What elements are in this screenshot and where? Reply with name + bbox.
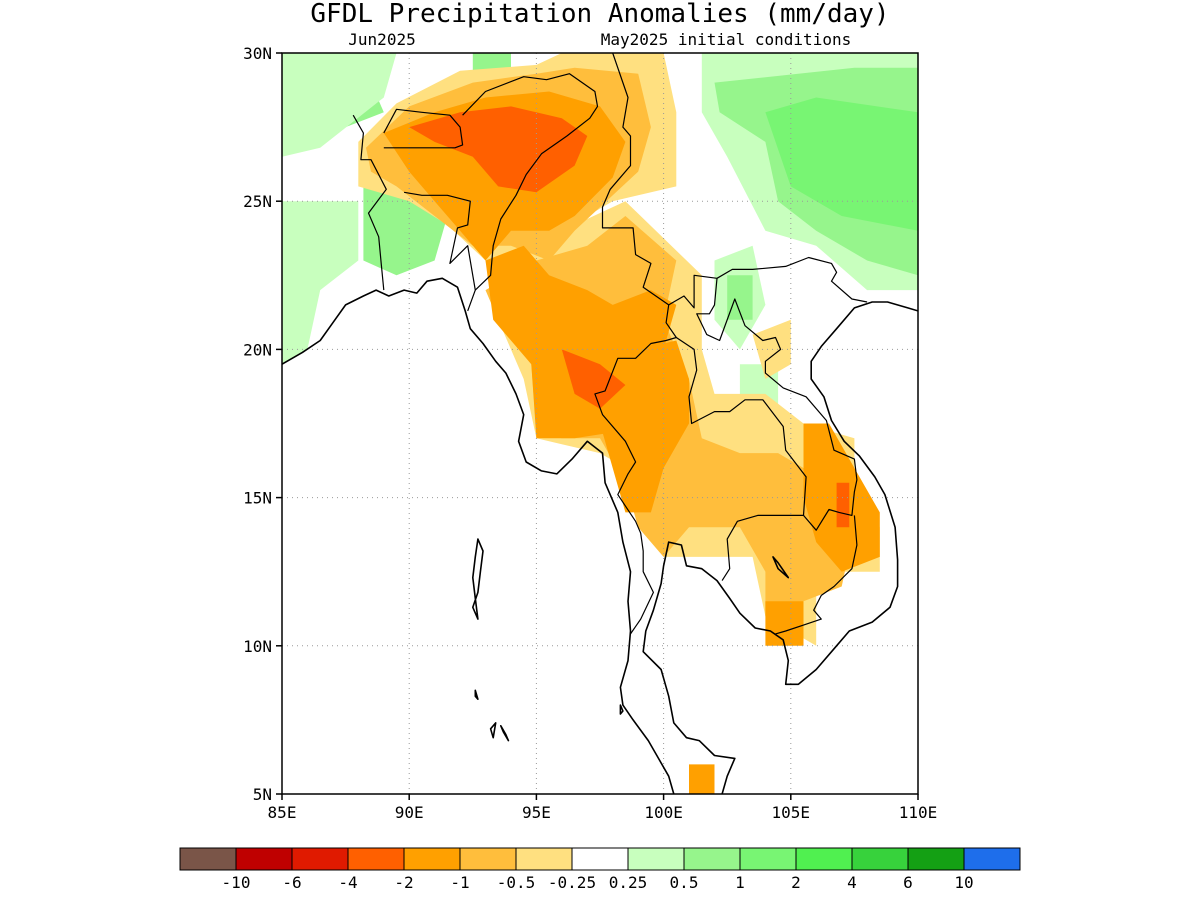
colorbar-label: -0.25 — [548, 873, 596, 892]
x-tick-label: 100E — [644, 803, 683, 822]
colorbar-label: -4 — [338, 873, 357, 892]
y-tick-label: 5N — [253, 785, 272, 804]
y-axis: 30N 25N 20N 15N 10N 5N — [243, 44, 282, 804]
x-tick-label: 85E — [268, 803, 297, 822]
country-border-7 — [696, 278, 858, 531]
y-tick-label: 30N — [243, 44, 272, 63]
island-3 — [489, 722, 497, 739]
anomaly-region-green-laos-north — [727, 275, 753, 320]
colorbar-label: -1 — [450, 873, 469, 892]
gridlines — [282, 53, 918, 794]
island-4 — [619, 704, 624, 715]
colorbar-label: 10 — [954, 873, 973, 892]
country-border-8 — [775, 515, 858, 635]
subtitle-month: Jun2025 — [348, 30, 415, 49]
country-border-2 — [404, 191, 476, 312]
x-tick-label: 95E — [522, 803, 551, 822]
anomaly-fill-layer — [282, 53, 918, 794]
island-5 — [772, 556, 790, 579]
colorbar-swatch — [179, 847, 237, 871]
island-2 — [499, 724, 510, 742]
y-tick-label: 25N — [243, 192, 272, 211]
colorbar-swatch — [515, 847, 573, 871]
y-tick-label: 20N — [243, 340, 272, 359]
coastline-layer — [282, 277, 918, 794]
country-border-1 — [383, 108, 464, 149]
colorbar-swatch — [235, 847, 293, 871]
colorbar-label: -0.5 — [497, 873, 536, 892]
x-tick-label: 110E — [899, 803, 938, 822]
colorbar-swatch — [347, 847, 405, 871]
country-border-5 — [594, 304, 677, 635]
colorbar-swatch — [403, 847, 461, 871]
country-border-4 — [601, 53, 868, 309]
colorbar-swatch — [851, 847, 909, 871]
country-border-0 — [352, 114, 387, 291]
x-tick-label: 105E — [772, 803, 811, 822]
anomaly-region-orange-cambodia-south — [765, 601, 804, 646]
colorbar-swatch — [739, 847, 797, 871]
colorbar: -10 -6 -4 -2 -1 -0.5 -0.25 0.25 0.5 1 2 4 6 10 — [179, 847, 1021, 892]
anomaly-region-red-vietnam — [836, 482, 850, 528]
anomaly-region-yellow-laos-vn — [752, 319, 791, 379]
colorbar-label: 0.25 — [609, 873, 648, 892]
colorbar-label: -6 — [282, 873, 301, 892]
coastline-1 — [642, 301, 918, 794]
colorbar-swatch — [291, 847, 349, 871]
colorbar-swatch — [795, 847, 853, 871]
colorbar-label: 4 — [847, 873, 857, 892]
colorbar-label: -2 — [394, 873, 413, 892]
colorbar-label: 2 — [791, 873, 801, 892]
plot-area — [282, 53, 918, 794]
colorbar-swatch — [907, 847, 965, 871]
anomaly-region-lightgreen-w — [282, 201, 359, 365]
colorbar-swatch — [459, 847, 517, 871]
anomaly-region-red-north-myanmar — [409, 106, 588, 193]
anomaly-region-red-myanmar-south — [561, 349, 626, 409]
colorbar-label: 6 — [903, 873, 913, 892]
subtitle-initial-conditions: May2025 initial conditions — [601, 30, 851, 49]
y-tick-label: 15N — [243, 489, 272, 508]
island-0 — [471, 538, 484, 620]
x-tick-label: 90E — [395, 803, 424, 822]
map-title: GFDL Precipitation Anomalies (mm/day) — [310, 0, 889, 29]
colorbar-swatch — [683, 847, 741, 871]
colorbar-label: -10 — [222, 873, 251, 892]
anomaly-region-orange-malay — [689, 764, 715, 794]
coastline-0 — [282, 277, 675, 794]
y-tick-label: 10N — [243, 637, 272, 656]
x-axis: 85E 90E 95E 100E 105E 110E — [268, 794, 938, 822]
anomaly-region-lightgreen-nw — [282, 53, 397, 157]
anomaly-region-green-east-core — [765, 97, 918, 231]
country-border-6 — [675, 337, 807, 581]
colorbar-swatch — [963, 847, 1021, 871]
border-layer — [352, 53, 868, 635]
island-1 — [474, 689, 479, 701]
colorbar-swatch — [571, 847, 629, 871]
colorbar-swatch — [627, 847, 685, 871]
colorbar-label: 1 — [735, 873, 745, 892]
plot-frame — [281, 52, 919, 795]
country-border-3 — [462, 73, 599, 291]
colorbar-label: 0.5 — [670, 873, 699, 892]
